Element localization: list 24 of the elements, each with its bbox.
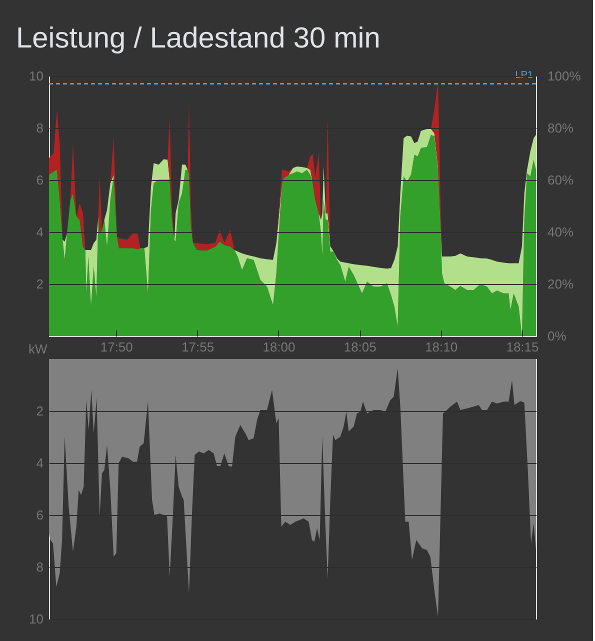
x-tick-label: 18:05 xyxy=(344,340,376,354)
y-tick-label: 10 xyxy=(29,68,44,84)
y-tick-label: 10 xyxy=(29,612,44,626)
y2-tick-label: 20% xyxy=(548,276,574,292)
y-tick-label: 2 xyxy=(36,404,44,418)
y-tick-label: 2 xyxy=(36,276,44,292)
chart-title: Leistung / Ladestand 30 min xyxy=(16,22,380,54)
x-tick-label: 18:10 xyxy=(425,340,458,354)
y2-tick-label: 100% xyxy=(548,68,582,84)
x-tick-label: 17:50 xyxy=(100,340,133,354)
y-tick-label: 6 xyxy=(36,508,44,522)
y-tick-label: 4 xyxy=(36,456,44,470)
y-axis-title: kW xyxy=(28,342,48,356)
y-tick-label: 6 xyxy=(36,172,44,188)
y2-tick-label: 0% xyxy=(548,328,567,344)
x-tick-label: 17:55 xyxy=(182,340,214,354)
y2-tick-label: 80% xyxy=(548,120,574,136)
y2-tick-label: 40% xyxy=(548,224,574,240)
x-tick-label: 18:00 xyxy=(262,340,296,354)
x-tick-label: 18:15 xyxy=(506,340,539,354)
y-tick-label: 8 xyxy=(36,120,44,136)
y-tick-label: 4 xyxy=(36,224,44,240)
y2-tick-label: 60% xyxy=(548,172,574,188)
y-tick-label: 8 xyxy=(36,560,44,574)
